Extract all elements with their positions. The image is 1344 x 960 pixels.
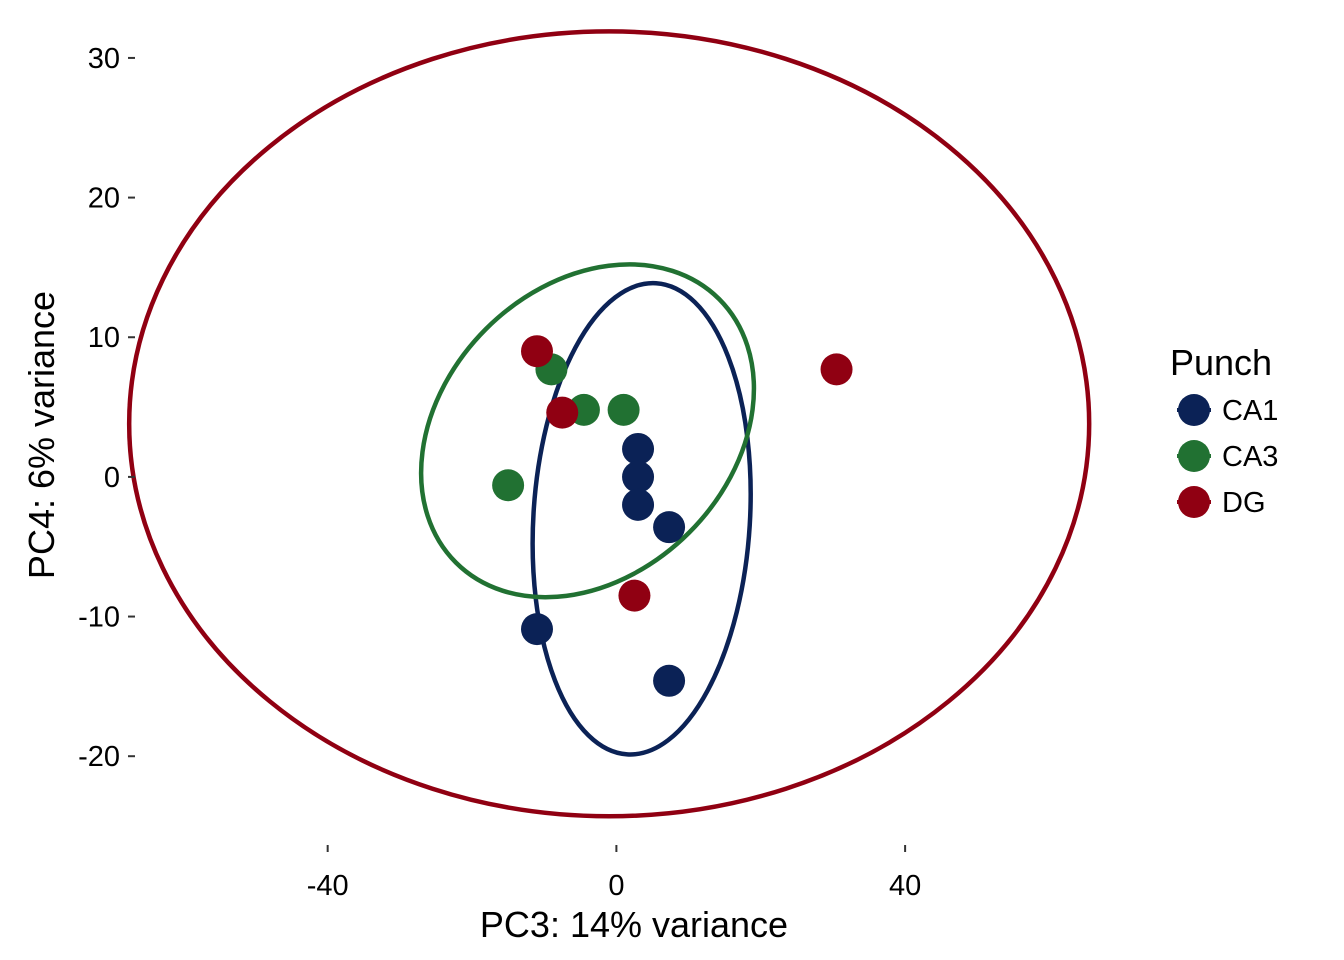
legend-label-ca3: CA3 — [1222, 441, 1278, 473]
point-dg — [618, 579, 651, 612]
legend-title: Punch — [1170, 342, 1272, 383]
legend-key-point-dg — [1178, 486, 1210, 518]
ellipse-ca3 — [418, 262, 757, 600]
point-ca1 — [653, 664, 686, 697]
y-axis-title: PC4: 6% variance — [21, 291, 62, 579]
x-tick-label: 0 — [608, 870, 624, 902]
point-ca1 — [653, 511, 686, 544]
legend-key-point-ca1 — [1178, 394, 1210, 426]
data-points — [492, 335, 853, 697]
point-dg — [546, 396, 579, 429]
x-axis: -40 0 40 — [307, 845, 921, 902]
point-dg — [820, 353, 853, 386]
y-axis: -20 -10 0 10 20 30 — [78, 43, 135, 773]
point-dg — [520, 335, 553, 368]
point-ca3 — [607, 393, 640, 426]
confidence-ellipses — [126, 29, 1092, 819]
legend-key-point-ca3 — [1178, 440, 1210, 472]
point-ca1 — [520, 613, 553, 646]
point-ca1 — [622, 488, 655, 521]
ellipse-ca1 — [530, 280, 753, 757]
y-tick-label: -10 — [78, 602, 120, 634]
ellipse-dg — [126, 29, 1092, 819]
x-axis-title: PC3: 14% variance — [480, 904, 788, 945]
y-tick-label: -20 — [78, 741, 120, 773]
y-tick-label: 30 — [88, 43, 120, 75]
point-ca1 — [622, 460, 655, 493]
x-tick-label: -40 — [307, 870, 349, 902]
point-ca1 — [622, 432, 655, 465]
legend-label-dg: DG — [1222, 487, 1266, 519]
legend: Punch CA1 CA3 DG — [1170, 342, 1278, 519]
y-tick-label: 10 — [88, 322, 120, 354]
y-tick-label: 20 — [88, 183, 120, 215]
legend-label-ca1: CA1 — [1222, 395, 1278, 427]
x-tick-label: 40 — [889, 870, 921, 902]
point-ca3 — [492, 469, 525, 502]
y-tick-label: 0 — [104, 462, 120, 494]
